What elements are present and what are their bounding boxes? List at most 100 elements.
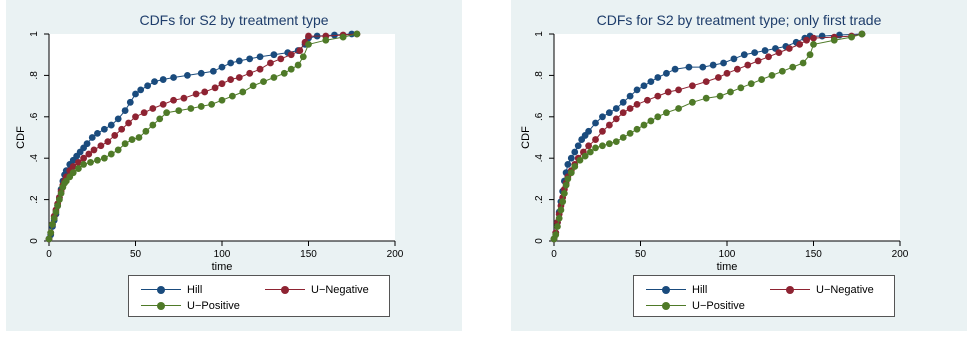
data-point	[744, 61, 752, 69]
data-point	[848, 33, 855, 41]
data-point	[260, 78, 267, 86]
chart-title: CDFs for S2 by treatment type; only firs…	[596, 12, 882, 28]
data-point	[299, 53, 307, 61]
data-point	[126, 98, 134, 106]
data-point	[69, 163, 77, 170]
data-point	[267, 59, 274, 67]
data-point	[559, 198, 567, 206]
chart-title: CDFs for S2 by treatment type	[139, 12, 329, 28]
data-point	[209, 67, 217, 75]
data-point	[218, 80, 226, 88]
data-point	[663, 109, 670, 117]
data-point	[785, 45, 793, 52]
data-point	[599, 142, 606, 150]
data-point	[132, 113, 139, 121]
data-point	[592, 136, 599, 143]
data-point	[287, 51, 295, 59]
data-point	[554, 223, 561, 230]
chart-left: 0 50 100 150 200 0 .2 .4 .6 .8 1 time CDF	[15, 30, 404, 273]
data-point	[619, 134, 627, 141]
data-point	[94, 129, 101, 137]
x-tick-label: 0	[551, 249, 557, 260]
data-point	[159, 76, 167, 83]
data-point	[754, 57, 762, 65]
x-tick-label: 50	[130, 249, 142, 260]
data-point	[50, 214, 58, 222]
data-point	[339, 33, 347, 41]
data-point	[592, 119, 599, 127]
y-tick-label: 0	[29, 238, 40, 244]
data-point	[716, 92, 724, 100]
data-point	[287, 65, 295, 73]
data-point	[121, 140, 129, 148]
data-point	[747, 80, 755, 88]
data-point	[187, 105, 195, 112]
y-axis-title: CDF	[15, 126, 27, 149]
data-point	[246, 69, 254, 77]
data-point	[714, 74, 722, 81]
data-point	[778, 67, 786, 75]
data-point	[149, 121, 157, 129]
legend-item-u-positive: U−Positive	[646, 299, 745, 313]
data-point	[564, 161, 572, 168]
chart-right: 0 50 100 150 200 0 .2 .4 .6 .8 1 time CDF	[520, 30, 909, 273]
data-point	[571, 163, 579, 170]
legend-swatch-hill	[646, 283, 686, 297]
legend-swatch-u-negative	[770, 283, 810, 297]
data-point	[52, 208, 60, 216]
data-point	[758, 76, 765, 83]
series-u-positive	[45, 30, 361, 243]
x-tick-label: 200	[892, 249, 909, 260]
legend: Hill U−Negative U−Positive	[633, 275, 895, 317]
y-tick-label: .2	[29, 195, 40, 204]
data-point	[137, 86, 145, 94]
y-axis-title: CDF	[520, 126, 532, 149]
data-point	[733, 65, 741, 73]
data-point	[640, 82, 648, 90]
data-point	[208, 100, 216, 108]
data-point	[280, 69, 288, 77]
data-point	[586, 148, 594, 156]
data-point	[246, 55, 254, 63]
data-point	[723, 69, 731, 77]
data-point	[592, 144, 599, 152]
y-tick-label: .8	[29, 71, 40, 80]
data-point	[633, 125, 641, 133]
data-point	[647, 117, 655, 125]
data-point	[858, 30, 866, 38]
legend-label: U−Positive	[187, 300, 240, 312]
legend-item-u-negative: U−Negative	[265, 283, 369, 297]
y-tick-label: 0	[534, 238, 545, 244]
data-point	[803, 36, 810, 44]
chart-panel-right: 0 50 100 150 200 0 .2 .4 .6 .8 1 time CDF CDFs for S…	[511, 0, 967, 331]
data-point	[135, 134, 143, 141]
data-point	[567, 154, 575, 162]
data-point	[235, 74, 243, 81]
data-point	[151, 78, 158, 86]
data-point	[97, 142, 105, 150]
series-u-positive	[550, 30, 866, 243]
y-tick-label: 1	[534, 31, 545, 37]
data-point	[671, 65, 679, 73]
data-point	[560, 189, 568, 197]
data-point	[353, 30, 361, 38]
data-point	[751, 49, 759, 57]
data-point	[644, 96, 651, 104]
x-tick-label: 50	[635, 249, 647, 260]
data-point	[163, 109, 171, 117]
data-point	[47, 229, 55, 237]
data-point	[239, 88, 247, 96]
data-point	[626, 105, 634, 112]
data-point	[626, 129, 634, 137]
data-point	[111, 132, 119, 139]
data-point	[555, 214, 563, 222]
data-point	[100, 154, 108, 162]
data-point	[211, 84, 219, 92]
plot-area	[554, 34, 900, 241]
data-point	[80, 161, 87, 168]
data-point	[612, 105, 620, 112]
data-point	[557, 206, 565, 214]
data-point	[218, 63, 226, 71]
data-point	[107, 150, 115, 158]
data-point	[227, 76, 235, 83]
